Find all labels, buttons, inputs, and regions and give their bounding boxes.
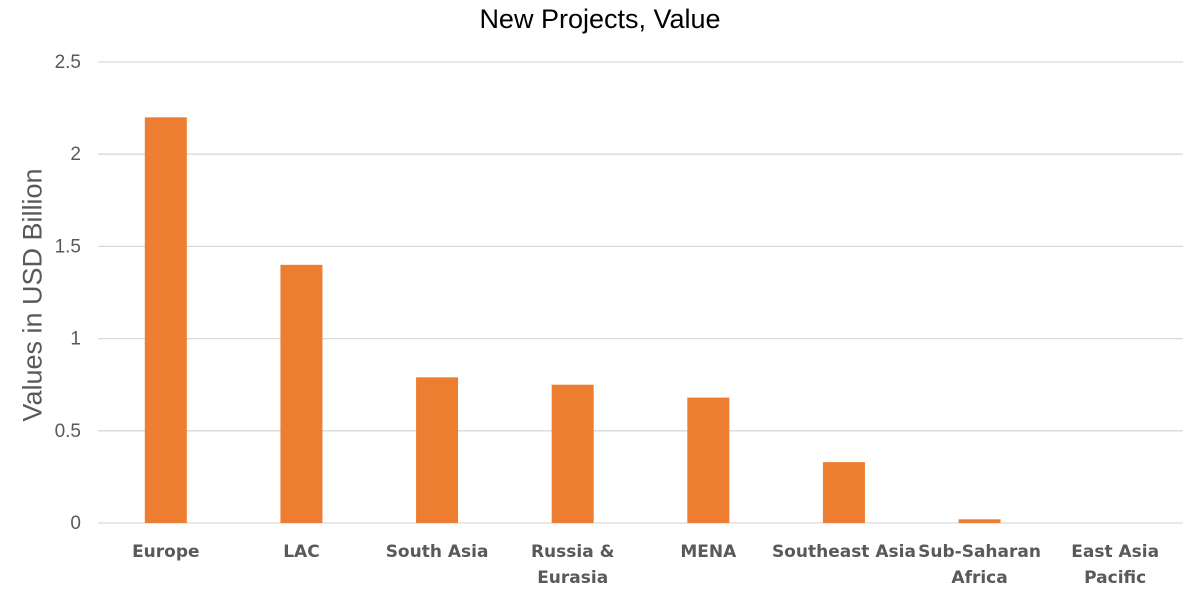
- x-tick-label: South Asia: [386, 542, 489, 562]
- x-tick-label: East Asia Pacific: [1071, 542, 1159, 588]
- x-tick-label-line: Sub-Saharan: [918, 542, 1041, 562]
- chart-title: New Projects, Value: [479, 4, 721, 34]
- x-tick-label-line: LAC: [283, 542, 319, 562]
- bar: [280, 264, 323, 523]
- y-tick-label: 0: [70, 513, 81, 534]
- x-tick-label-line: Eurasia: [537, 568, 608, 588]
- x-tick-label: Europe: [132, 542, 199, 562]
- bar: [144, 117, 187, 523]
- x-tick-label-line: MENA: [680, 542, 737, 562]
- x-tick-label-line: Europe: [132, 542, 199, 562]
- x-tick-label-line: Southeast Asia: [772, 542, 916, 562]
- x-tick-label-line: Russia &: [531, 542, 615, 562]
- y-tick-label: 0.5: [55, 421, 81, 442]
- x-tick-label: Sub-Saharan Africa: [918, 542, 1041, 588]
- y-tick-label: 1.5: [55, 236, 81, 257]
- x-tick-label: Southeast Asia: [772, 542, 916, 562]
- x-tick-label: MENA: [680, 542, 737, 562]
- x-tick-label-line: Africa: [951, 568, 1007, 588]
- y-tick-label: 2.5: [55, 52, 81, 73]
- x-tick-label: Russia & Eurasia: [531, 542, 615, 588]
- x-tick-label-line: East Asia: [1071, 542, 1159, 562]
- y-tick-label: 2: [70, 144, 81, 165]
- x-tick-label-line: South Asia: [386, 542, 489, 562]
- bar: [551, 384, 594, 523]
- x-tick-label: LAC: [283, 542, 319, 562]
- x-tick-label-line: Pacific: [1084, 568, 1146, 588]
- bar: [416, 377, 459, 523]
- y-tick-label: 1: [70, 329, 81, 350]
- bar: [822, 462, 865, 523]
- bar: [687, 397, 730, 523]
- bar: [958, 519, 1001, 523]
